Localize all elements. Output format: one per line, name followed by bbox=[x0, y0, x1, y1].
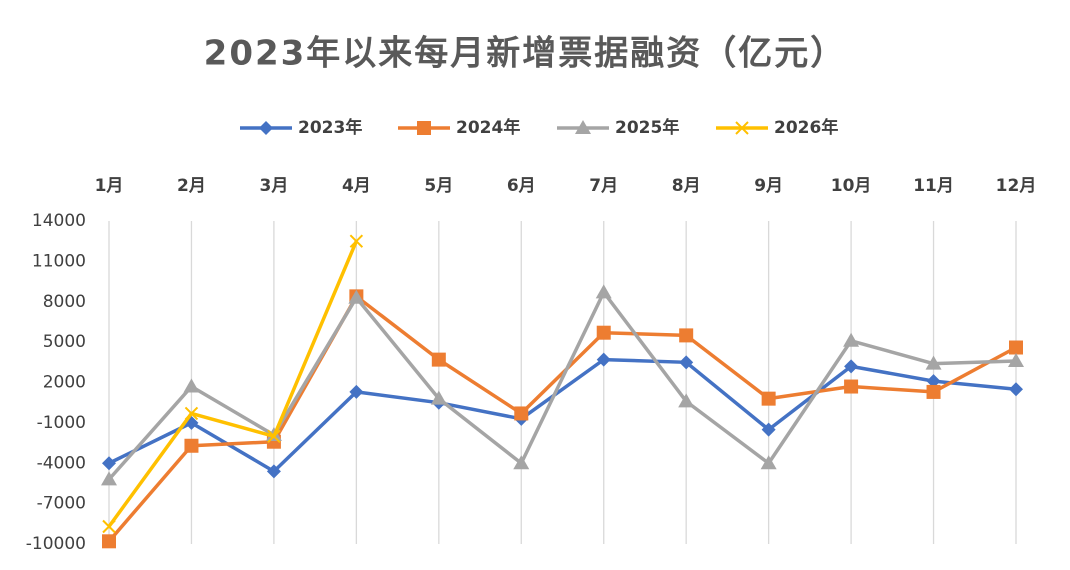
marker bbox=[184, 438, 199, 453]
marker bbox=[431, 352, 446, 367]
marker bbox=[348, 289, 365, 304]
marker bbox=[760, 455, 777, 470]
marker bbox=[678, 393, 695, 408]
x-tick-label: 3月 bbox=[259, 176, 288, 196]
marker bbox=[761, 422, 776, 437]
y-tick-label: -7000 bbox=[37, 494, 86, 514]
marker bbox=[1009, 340, 1023, 355]
x-tick-label: 7月 bbox=[589, 176, 618, 196]
x-tick-label: 6月 bbox=[507, 176, 536, 196]
marker bbox=[349, 234, 364, 248]
x-tick-label: 11月 bbox=[913, 176, 954, 196]
marker bbox=[430, 390, 447, 405]
x-tick-label: 8月 bbox=[672, 176, 701, 196]
series-line bbox=[108, 357, 1017, 474]
marker bbox=[679, 328, 694, 343]
legend-label: 2026年 bbox=[774, 117, 838, 138]
y-tick-label: 14000 bbox=[32, 211, 86, 231]
marker bbox=[102, 456, 116, 471]
marker bbox=[513, 455, 530, 470]
marker bbox=[259, 121, 273, 135]
marker bbox=[101, 471, 117, 486]
marker bbox=[925, 355, 942, 370]
y-tick-label: -4000 bbox=[37, 453, 86, 473]
marker bbox=[349, 384, 364, 399]
y-tick-label: 11000 bbox=[32, 251, 86, 271]
marker bbox=[926, 374, 941, 389]
y-tick-label: -10000 bbox=[26, 534, 86, 554]
marker bbox=[596, 325, 611, 340]
marker bbox=[679, 355, 694, 370]
marker bbox=[266, 464, 281, 479]
marker bbox=[595, 284, 612, 299]
marker bbox=[183, 378, 200, 393]
marker bbox=[184, 406, 199, 421]
y-tick-label: 5000 bbox=[43, 332, 86, 352]
x-tick-label: 5月 bbox=[424, 176, 453, 196]
legend-label: 2023年 bbox=[298, 117, 362, 138]
series-line bbox=[107, 240, 358, 528]
x-tick-label: 9月 bbox=[754, 176, 783, 196]
x-tick-label: 10月 bbox=[831, 176, 872, 196]
marker bbox=[575, 120, 591, 134]
marker bbox=[761, 391, 776, 406]
marker bbox=[844, 359, 859, 374]
x-tick-label: 4月 bbox=[342, 176, 371, 196]
marker bbox=[102, 534, 116, 549]
x-tick-label: 1月 bbox=[95, 176, 124, 196]
marker bbox=[843, 332, 860, 347]
marker bbox=[926, 384, 941, 399]
legend-label: 2024年 bbox=[456, 117, 520, 138]
marker bbox=[417, 121, 431, 135]
x-tick-label: 12月 bbox=[996, 176, 1037, 196]
marker bbox=[596, 352, 611, 367]
series-line bbox=[107, 294, 1017, 543]
series-line bbox=[107, 290, 1017, 481]
marker bbox=[514, 406, 529, 421]
legend-label: 2025年 bbox=[615, 117, 679, 138]
marker bbox=[735, 121, 749, 135]
y-tick-label: -1000 bbox=[37, 413, 86, 433]
marker bbox=[844, 379, 859, 394]
y-tick-label: 2000 bbox=[43, 373, 86, 393]
x-tick-label: 2月 bbox=[177, 176, 206, 196]
chart-title: 2023年以来每月新增票据融资（亿元） bbox=[204, 34, 847, 74]
marker bbox=[267, 429, 281, 444]
marker bbox=[102, 519, 116, 534]
marker bbox=[1008, 352, 1024, 367]
y-tick-label: 8000 bbox=[43, 292, 86, 312]
marker bbox=[1009, 382, 1023, 397]
